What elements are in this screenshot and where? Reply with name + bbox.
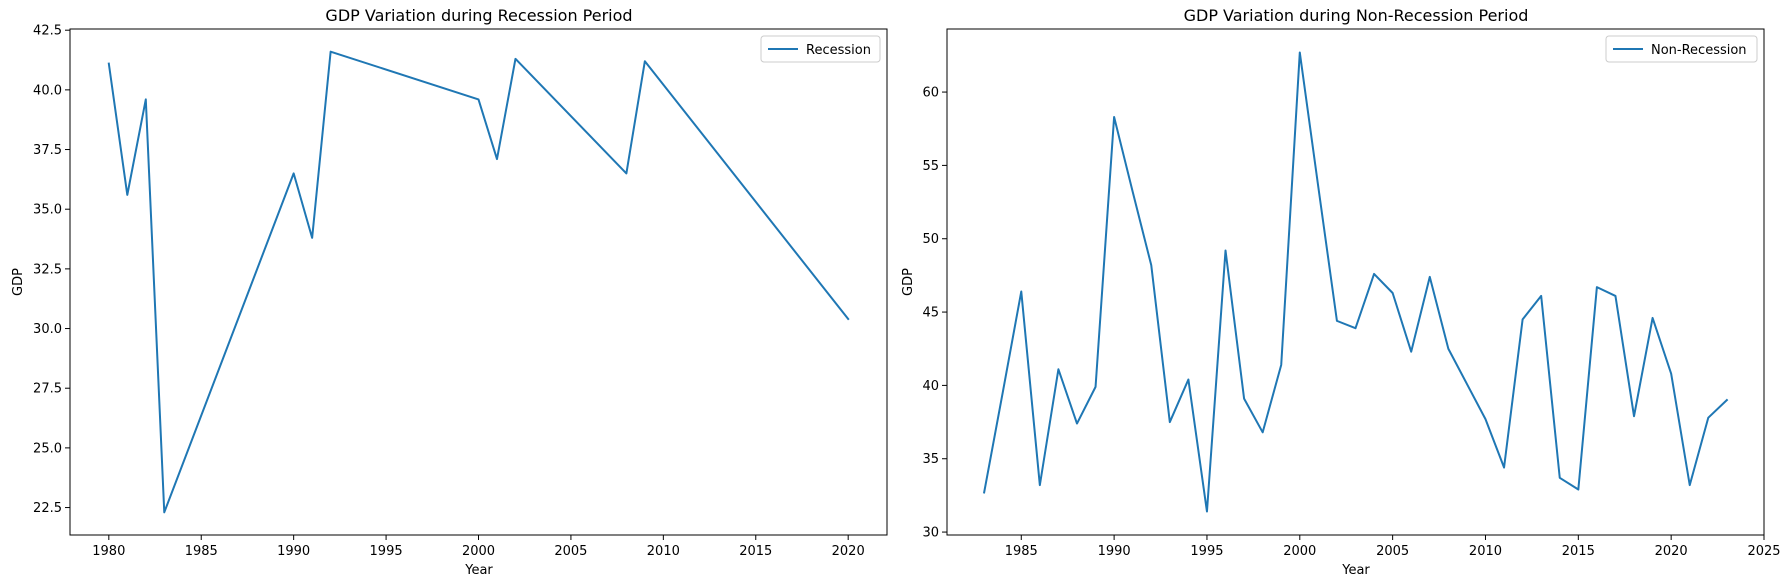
- axis-ticks: 1985 1990 1995 2000 2005 2010 2015 2020 2025 30 35…: [922, 86, 1780, 559]
- series-line-non-recession: [982, 51, 1729, 513]
- y-tick-label: 37.5: [33, 143, 62, 158]
- chart-title: GDP Variation during Non-Recession Perio…: [1184, 6, 1529, 25]
- legend-box: [1605, 35, 1758, 63]
- x-tick-label: 1980: [92, 544, 125, 559]
- x-tick-label: 2020: [1655, 544, 1688, 559]
- plot-area-frame: [69, 28, 888, 536]
- x-tick-label: 1995: [1190, 544, 1223, 559]
- y-tick-label: 55: [922, 159, 939, 174]
- y-tick-label: 60: [922, 86, 939, 101]
- y-tick-label: 35: [922, 452, 939, 467]
- y-tick-label: 45: [922, 306, 939, 321]
- x-tick-label: 1995: [370, 544, 403, 559]
- x-tick-label: 2010: [1469, 544, 1502, 559]
- x-tick-label: 2005: [554, 544, 587, 559]
- x-tick-label: 1985: [185, 544, 218, 559]
- x-tick-label: 1985: [1005, 544, 1038, 559]
- axis-ticks: 1980 1985 1990 1995 2000 2005 2010 2015 2020 22.5…: [33, 24, 865, 559]
- x-tick-label: 1990: [277, 544, 310, 559]
- x-tick-label: 2015: [739, 544, 772, 559]
- series-line-recession: [107, 50, 850, 514]
- x-axis-label: Year: [1341, 563, 1370, 578]
- x-axis-label: Year: [464, 563, 493, 578]
- x-tick-label: 2000: [462, 544, 495, 559]
- y-axis-label: GDP: [901, 268, 916, 296]
- plot-area-frame: [946, 28, 1765, 536]
- y-tick-label: 32.5: [33, 262, 62, 277]
- x-tick-label: 1990: [1098, 544, 1131, 559]
- x-tick-label: 2025: [1747, 544, 1780, 559]
- x-tick-label: 2010: [647, 544, 680, 559]
- y-tick-label: 22.5: [33, 501, 62, 516]
- legend-label-recession: Recession: [806, 43, 871, 58]
- y-tick-label: 35.0: [33, 203, 62, 218]
- y-tick-label: 40: [922, 379, 939, 394]
- y-tick-label: 27.5: [33, 382, 62, 397]
- recession-chart: GDP Variation during Recession Period Ye…: [11, 6, 888, 578]
- x-tick-label: 2000: [1283, 544, 1316, 559]
- non-recession-chart: GDP Variation during Non-Recession Perio…: [901, 6, 1781, 578]
- x-tick-label: 2020: [832, 544, 865, 559]
- y-tick-label: 30: [922, 526, 939, 541]
- plot-lines: [982, 51, 1729, 513]
- x-tick-label: 2015: [1562, 544, 1595, 559]
- x-tick-label: 2005: [1376, 544, 1409, 559]
- y-tick-label: 25.0: [33, 441, 62, 456]
- y-tick-label: 40.0: [33, 83, 62, 98]
- legend-box: [760, 35, 881, 63]
- legend: Recession: [760, 35, 881, 63]
- legend: Non-Recession: [1605, 35, 1758, 63]
- y-tick-label: 30.0: [33, 322, 62, 337]
- legend-label-non-recession: Non-Recession: [1651, 43, 1747, 58]
- chart-title: GDP Variation during Recession Period: [325, 6, 632, 25]
- plot-lines: [107, 50, 850, 514]
- y-axis-label: GDP: [11, 268, 26, 296]
- y-tick-label: 42.5: [33, 24, 62, 39]
- y-tick-label: 50: [922, 232, 939, 247]
